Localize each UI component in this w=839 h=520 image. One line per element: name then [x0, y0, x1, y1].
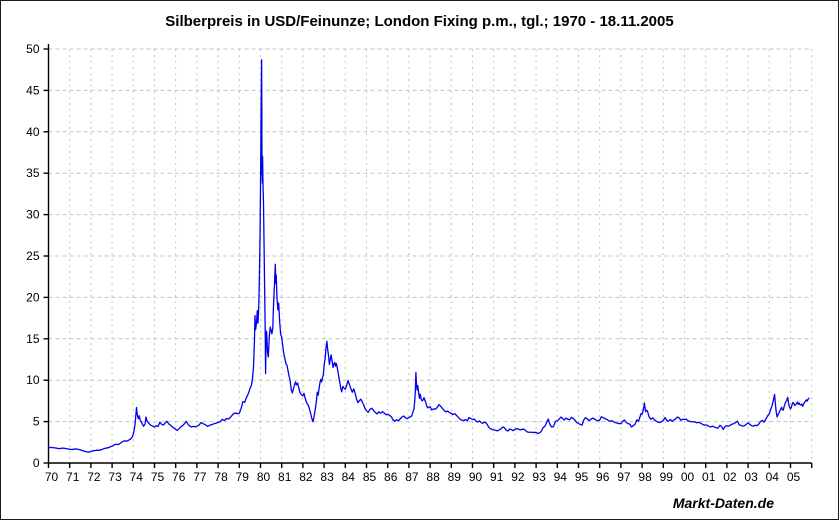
x-tick-label-05: 05 [787, 470, 801, 484]
x-tick-label-79: 79 [236, 470, 250, 484]
y-tick-label-40: 40 [26, 125, 40, 139]
x-tick-label-85: 85 [363, 470, 377, 484]
x-tick-label-89: 89 [448, 470, 462, 484]
x-tick-label-90: 90 [469, 470, 483, 484]
x-tick-label-80: 80 [257, 470, 271, 484]
chart-title: Silberpreis in USD/Feinunze; London Fixi… [165, 13, 674, 30]
x-tick-label-03: 03 [744, 470, 758, 484]
x-tick-label-73: 73 [108, 470, 122, 484]
x-tick-label-02: 02 [723, 470, 737, 484]
x-tick-label-88: 88 [426, 470, 440, 484]
x-tick-label-93: 93 [532, 470, 546, 484]
y-tick-label-50: 50 [26, 42, 40, 56]
x-tick-label-98: 98 [638, 470, 652, 484]
y-tick-label-0: 0 [33, 456, 40, 470]
x-tick-label-77: 77 [193, 470, 207, 484]
y-tick-label-20: 20 [26, 290, 40, 304]
x-tick-label-76: 76 [172, 470, 186, 484]
x-tick-label-81: 81 [278, 470, 292, 484]
y-tick-label-45: 45 [26, 83, 40, 97]
x-tick-label-04: 04 [766, 470, 780, 484]
x-tick-label-91: 91 [490, 470, 504, 484]
y-tick-label-25: 25 [26, 249, 40, 263]
x-tick-label-70: 70 [45, 470, 59, 484]
y-tick-label-10: 10 [26, 373, 40, 387]
x-tick-label-84: 84 [342, 470, 356, 484]
x-tick-label-82: 82 [299, 470, 313, 484]
x-tick-label-87: 87 [405, 470, 419, 484]
y-tick-label-5: 5 [33, 415, 40, 429]
x-tick-label-92: 92 [511, 470, 525, 484]
x-tick-label-74: 74 [130, 470, 144, 484]
y-tick-label-15: 15 [26, 332, 40, 346]
x-tick-label-95: 95 [575, 470, 589, 484]
x-tick-label-96: 96 [596, 470, 610, 484]
x-tick-label-83: 83 [320, 470, 334, 484]
x-tick-label-71: 71 [66, 470, 80, 484]
y-tick-label-35: 35 [26, 166, 40, 180]
x-tick-label-86: 86 [384, 470, 398, 484]
x-tick-label-00: 00 [681, 470, 695, 484]
x-tick-label-01: 01 [702, 470, 716, 484]
x-tick-label-94: 94 [554, 470, 568, 484]
x-tick-label-99: 99 [660, 470, 674, 484]
price-line-0 [48, 59, 810, 453]
y-tick-label-30: 30 [26, 208, 40, 222]
watermark-markt-daten: Markt-Daten.de [672, 495, 774, 511]
x-tick-label-75: 75 [151, 470, 165, 484]
x-tick-label-72: 72 [87, 470, 101, 484]
x-tick-label-97: 97 [617, 470, 631, 484]
x-tick-label-78: 78 [214, 470, 228, 484]
